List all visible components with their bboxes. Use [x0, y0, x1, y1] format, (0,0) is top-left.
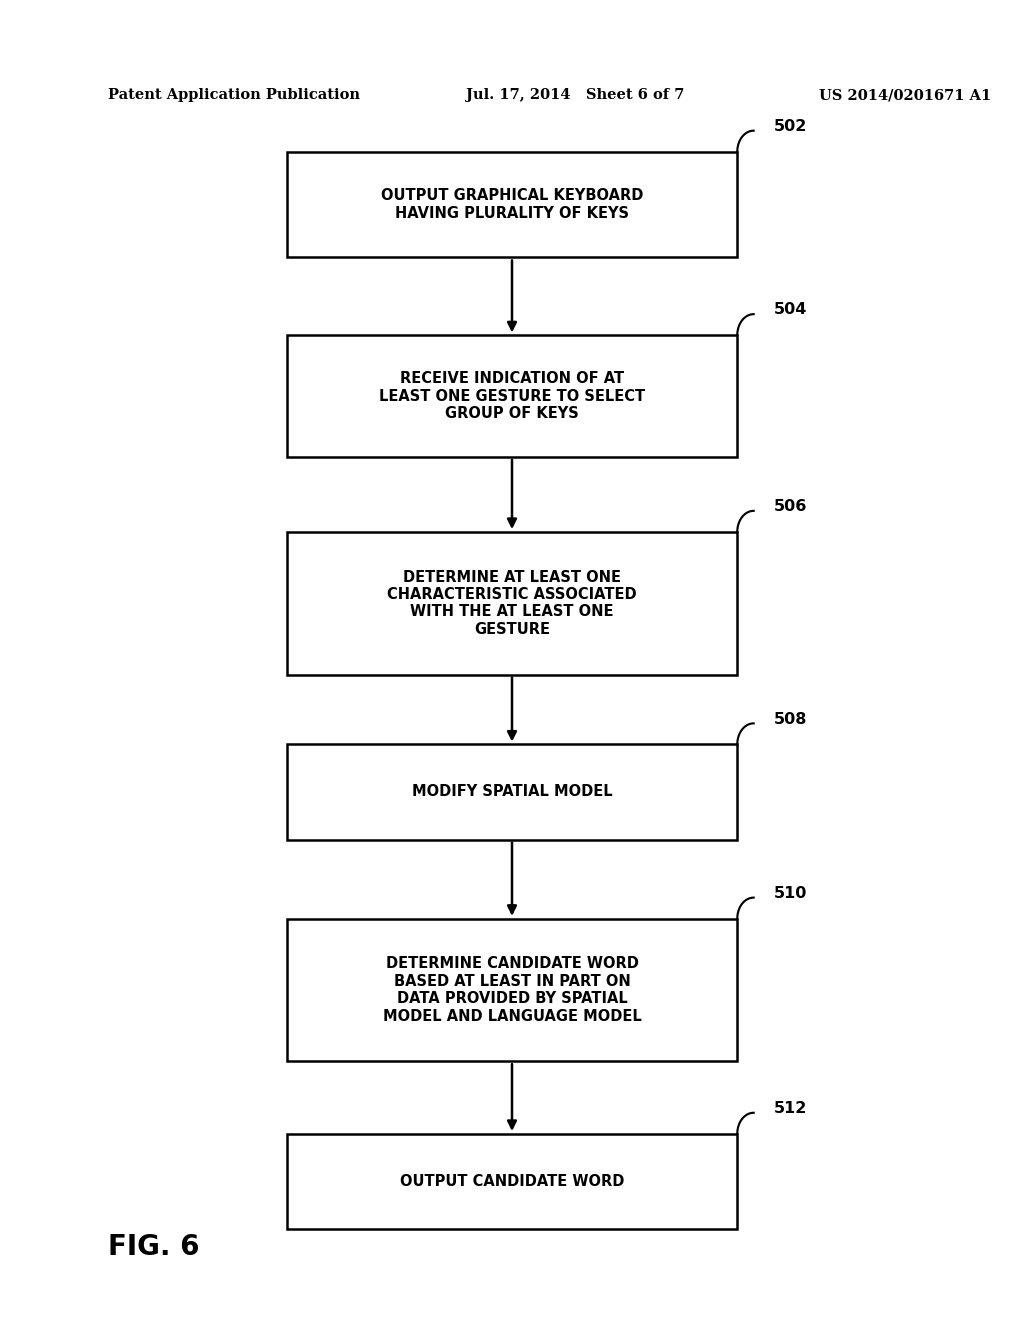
FancyBboxPatch shape [287, 335, 737, 457]
Text: Patent Application Publication: Patent Application Publication [108, 88, 359, 102]
Text: 512: 512 [773, 1101, 807, 1115]
Text: MODIFY SPATIAL MODEL: MODIFY SPATIAL MODEL [412, 784, 612, 800]
FancyBboxPatch shape [287, 744, 737, 840]
Text: FIG. 6: FIG. 6 [108, 1233, 199, 1262]
Text: 508: 508 [773, 711, 807, 726]
Text: US 2014/0201671 A1: US 2014/0201671 A1 [819, 88, 991, 102]
Text: 502: 502 [773, 119, 807, 133]
Text: 510: 510 [773, 886, 807, 900]
Text: 506: 506 [773, 499, 807, 513]
Text: RECEIVE INDICATION OF AT
LEAST ONE GESTURE TO SELECT
GROUP OF KEYS: RECEIVE INDICATION OF AT LEAST ONE GESTU… [379, 371, 645, 421]
Text: OUTPUT CANDIDATE WORD: OUTPUT CANDIDATE WORD [399, 1173, 625, 1189]
Text: DETERMINE AT LEAST ONE
CHARACTERISTIC ASSOCIATED
WITH THE AT LEAST ONE
GESTURE: DETERMINE AT LEAST ONE CHARACTERISTIC AS… [387, 570, 637, 636]
Text: 504: 504 [773, 302, 807, 317]
FancyBboxPatch shape [287, 919, 737, 1061]
FancyBboxPatch shape [287, 1134, 737, 1229]
Text: Jul. 17, 2014   Sheet 6 of 7: Jul. 17, 2014 Sheet 6 of 7 [466, 88, 684, 102]
FancyBboxPatch shape [287, 532, 737, 675]
Text: DETERMINE CANDIDATE WORD
BASED AT LEAST IN PART ON
DATA PROVIDED BY SPATIAL
MODE: DETERMINE CANDIDATE WORD BASED AT LEAST … [383, 957, 641, 1023]
FancyBboxPatch shape [287, 152, 737, 257]
Text: OUTPUT GRAPHICAL KEYBOARD
HAVING PLURALITY OF KEYS: OUTPUT GRAPHICAL KEYBOARD HAVING PLURALI… [381, 189, 643, 220]
